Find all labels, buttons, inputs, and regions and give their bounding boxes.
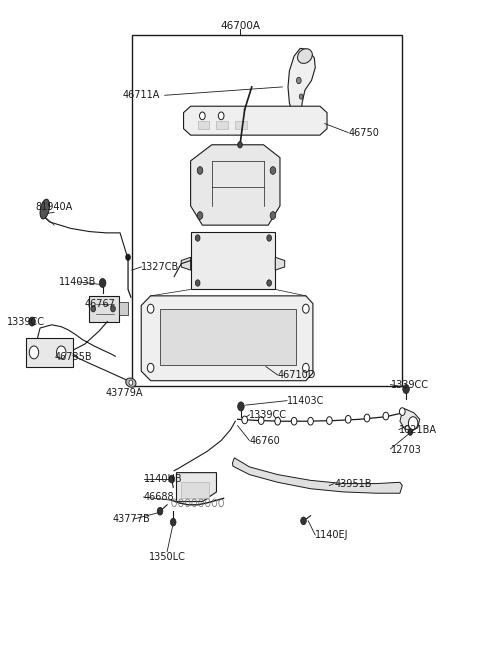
Circle shape — [169, 475, 175, 483]
Text: 46735B: 46735B — [54, 352, 92, 362]
Circle shape — [308, 417, 313, 425]
Circle shape — [300, 517, 306, 525]
Text: 1339CC: 1339CC — [7, 317, 45, 327]
Circle shape — [326, 417, 332, 424]
Circle shape — [29, 317, 36, 326]
Polygon shape — [400, 408, 420, 431]
Circle shape — [195, 235, 200, 241]
Circle shape — [267, 280, 272, 286]
Circle shape — [197, 167, 203, 174]
Polygon shape — [232, 458, 402, 493]
Text: 12703: 12703 — [391, 445, 421, 455]
Circle shape — [238, 142, 242, 148]
Polygon shape — [181, 257, 191, 270]
Circle shape — [99, 279, 106, 287]
Polygon shape — [183, 106, 327, 135]
Circle shape — [270, 212, 276, 219]
Text: 46700A: 46700A — [220, 21, 260, 31]
Polygon shape — [88, 296, 119, 321]
Bar — [235, 121, 247, 129]
Polygon shape — [160, 309, 297, 365]
Text: 43777B: 43777B — [113, 514, 151, 524]
Circle shape — [302, 363, 309, 373]
Circle shape — [410, 419, 416, 427]
Polygon shape — [191, 232, 275, 289]
Circle shape — [129, 380, 133, 385]
Circle shape — [275, 417, 280, 425]
Bar — [132, 35, 402, 386]
Circle shape — [126, 254, 131, 260]
Polygon shape — [141, 296, 313, 380]
Text: 46710D: 46710D — [277, 370, 316, 380]
Ellipse shape — [126, 378, 136, 387]
Circle shape — [218, 112, 224, 119]
Circle shape — [147, 304, 154, 313]
Circle shape — [57, 346, 66, 359]
Circle shape — [299, 94, 303, 99]
Text: 1339CC: 1339CC — [250, 410, 288, 420]
Bar — [198, 121, 209, 129]
Text: 43951B: 43951B — [334, 479, 372, 489]
Circle shape — [200, 112, 205, 119]
Circle shape — [403, 384, 409, 394]
Text: 1140HB: 1140HB — [144, 474, 182, 484]
Text: 1327CB: 1327CB — [141, 262, 180, 272]
Circle shape — [238, 402, 244, 411]
Text: 81940A: 81940A — [36, 202, 73, 213]
Text: 1021BA: 1021BA — [399, 424, 437, 434]
Circle shape — [297, 77, 301, 84]
Circle shape — [408, 429, 413, 436]
Bar — [216, 121, 228, 129]
Text: 1140EJ: 1140EJ — [315, 530, 349, 540]
Circle shape — [267, 235, 272, 241]
Text: 46767: 46767 — [85, 299, 116, 309]
Polygon shape — [288, 49, 315, 114]
Text: 1339CC: 1339CC — [391, 380, 429, 390]
Circle shape — [147, 363, 154, 373]
Circle shape — [258, 417, 264, 424]
Text: 46760: 46760 — [250, 436, 280, 445]
Text: 11403C: 11403C — [287, 396, 324, 405]
Circle shape — [197, 212, 203, 219]
Circle shape — [110, 306, 115, 312]
Circle shape — [399, 408, 405, 415]
Circle shape — [170, 518, 176, 526]
Polygon shape — [177, 472, 216, 502]
Ellipse shape — [298, 49, 312, 64]
Circle shape — [270, 167, 276, 174]
Bar — [181, 482, 209, 499]
Circle shape — [91, 306, 96, 312]
Polygon shape — [275, 257, 285, 270]
Text: 46750: 46750 — [348, 127, 379, 138]
Text: 1350LC: 1350LC — [149, 552, 186, 562]
Polygon shape — [26, 338, 73, 367]
Circle shape — [383, 412, 389, 420]
Circle shape — [157, 507, 163, 515]
Circle shape — [364, 414, 370, 422]
Circle shape — [242, 416, 248, 424]
Text: 11403B: 11403B — [59, 277, 96, 287]
Circle shape — [29, 346, 39, 359]
Circle shape — [302, 304, 309, 313]
Bar — [119, 302, 128, 315]
Circle shape — [346, 415, 351, 423]
Polygon shape — [191, 145, 280, 225]
Text: 43779A: 43779A — [106, 388, 144, 398]
Circle shape — [408, 417, 418, 430]
Text: 46711A: 46711A — [123, 91, 160, 100]
Circle shape — [291, 417, 297, 425]
Circle shape — [195, 280, 200, 286]
Ellipse shape — [40, 199, 49, 219]
Text: 46688: 46688 — [144, 492, 174, 502]
